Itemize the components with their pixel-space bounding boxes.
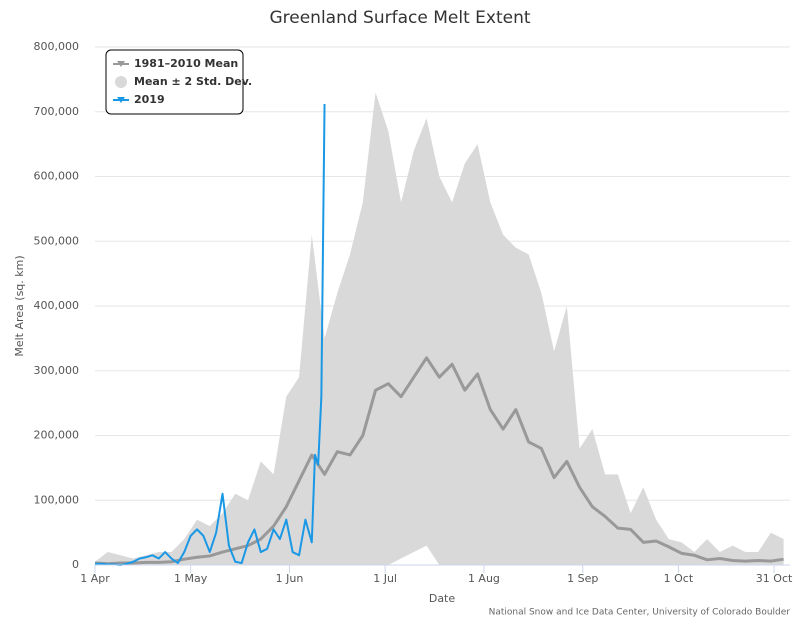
y-tick-label: 600,000 xyxy=(34,170,80,183)
x-tick-label: 1 Apr xyxy=(80,572,110,585)
legend-label: 2019 xyxy=(134,93,165,106)
y-tick-label: 0 xyxy=(72,558,79,571)
legend: 1981–2010 Mean Mean ± 2 Std. Dev. 2019 xyxy=(105,49,252,115)
x-tick-label: 31 Oct xyxy=(756,572,793,585)
legend-marker xyxy=(117,97,125,103)
mean-line xyxy=(94,356,784,566)
x-tick-label: 1 Jun xyxy=(276,572,304,585)
credit: National Snow and Ice Data Center, Unive… xyxy=(489,608,791,618)
legend-box xyxy=(105,49,244,115)
x-tick-label: 1 Oct xyxy=(664,572,694,585)
x-axis-label: Date xyxy=(429,592,456,605)
legend-symbol xyxy=(115,76,127,88)
legend-label: Mean ± 2 Std. Dev. xyxy=(134,75,252,88)
std-band xyxy=(95,92,784,565)
x-tick-label: 1 May xyxy=(174,572,208,585)
y-axis-label: Melt Area (sq. km) xyxy=(13,255,26,356)
y-tick-label: 700,000 xyxy=(34,105,80,118)
y-tick-label: 800,000 xyxy=(34,40,80,53)
legend-marker xyxy=(117,61,125,67)
line-2019 xyxy=(95,103,326,566)
y-tick-label: 100,000 xyxy=(34,493,80,506)
x-tick-label: 1 Jul xyxy=(373,572,397,585)
x-tick-label: 1 Sep xyxy=(567,572,598,585)
y-tick-label: 400,000 xyxy=(34,299,80,312)
legend-label: 1981–2010 Mean xyxy=(134,57,238,70)
chart-title: Greenland Surface Melt Extent xyxy=(269,8,530,28)
y-tick-label: 200,000 xyxy=(34,429,80,442)
x-tick-label: 1 Aug xyxy=(468,572,500,585)
y-tick-label: 300,000 xyxy=(34,364,80,377)
y-tick-label: 500,000 xyxy=(34,234,80,247)
